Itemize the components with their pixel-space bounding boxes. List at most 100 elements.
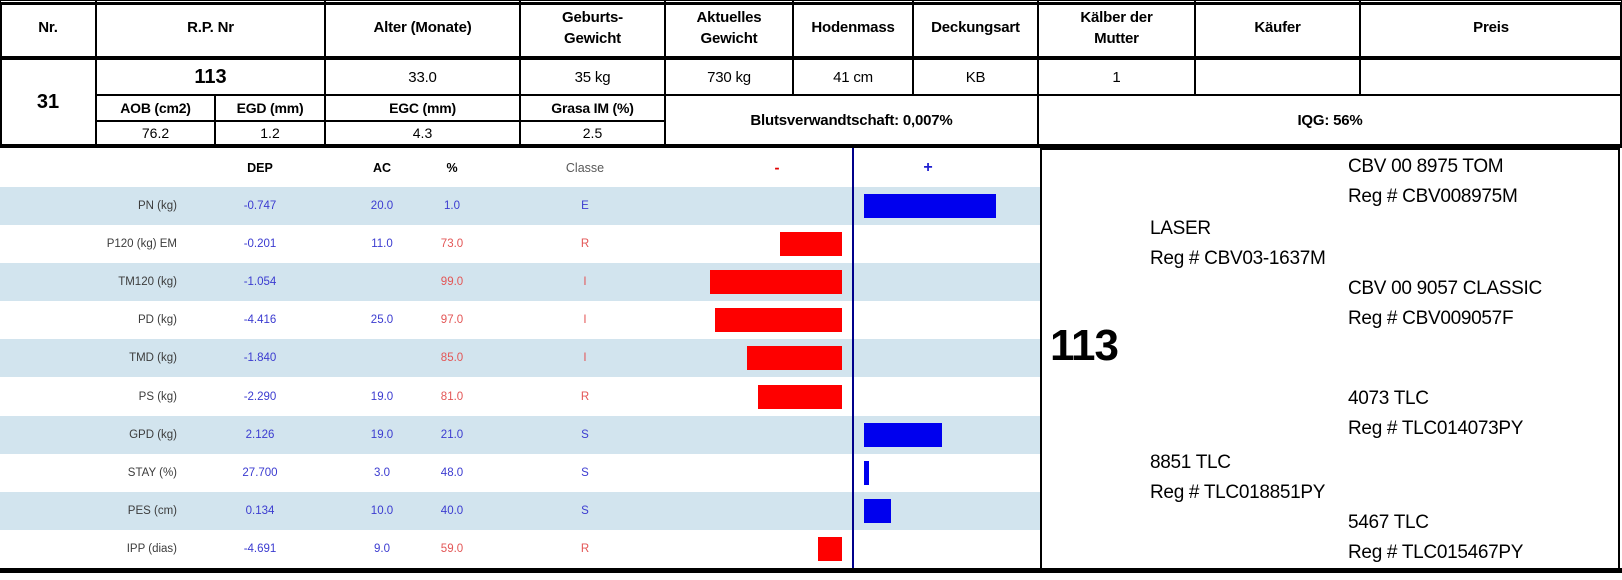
column-header-ac: AC <box>372 160 392 175</box>
chart-row-pd-kg-: PD (kg) -4.416 25.0 97.0 I <box>0 301 1040 339</box>
pedigree-dam-dam: 5467 TLC Reg # TLC015467PY <box>1348 508 1523 568</box>
pct-value: 1.0 <box>444 200 460 213</box>
value-rp-nr: 113 <box>96 59 325 95</box>
value-geburtsgewicht: 35 kg <box>520 59 665 95</box>
positive-percentile-bar <box>864 194 996 219</box>
pct-value: 40.0 <box>440 504 464 517</box>
negative-percentile-bar <box>710 270 842 295</box>
chart-row-stay-: STAY (%) 27.700 3.0 48.0 S <box>0 454 1040 492</box>
ac-value: 25.0 <box>370 314 394 327</box>
trait-label: PN (kg) <box>138 200 177 213</box>
classe-value: R <box>580 238 590 251</box>
value-aktuelles-gewicht: 730 kg <box>665 59 793 95</box>
sire-dam-name: CBV 00 9057 CLASSIC <box>1348 278 1542 299</box>
value-nr: 31 <box>0 59 96 145</box>
trait-label: TM120 (kg) <box>118 276 177 289</box>
dep-value: -4.416 <box>243 314 277 327</box>
value-preis <box>1360 59 1622 95</box>
dam-name: 8851 TLC <box>1150 452 1231 473</box>
pct-value: 99.0 <box>440 276 464 289</box>
pct-value: 48.0 <box>440 466 464 479</box>
chart-row-pes-cm-: PES (cm) 0.134 10.0 40.0 S <box>0 491 1040 530</box>
table-right-border <box>1620 2 1622 148</box>
sire-name: LASER <box>1150 218 1211 239</box>
classe-value: I <box>583 314 587 327</box>
positive-percentile-bar <box>864 422 942 447</box>
chart-row-ps-kg-: PS (kg) -2.290 19.0 81.0 R <box>0 378 1040 416</box>
table-top-border <box>0 2 1622 5</box>
sire-dam-reg: Reg # CBV009057F <box>1348 308 1514 329</box>
value-kaelber-der-mutter: 1 <box>1038 59 1195 95</box>
dep-value: -4.691 <box>243 542 277 555</box>
pedigree-sire: LASER Reg # CBV03-1637M <box>1150 214 1326 274</box>
classe-value: S <box>581 466 589 479</box>
pct-value: 59.0 <box>440 542 464 555</box>
header-deckungsart: Deckungsart <box>913 0 1038 57</box>
chart-row-tm120-kg-: TM120 (kg) -1.054 99.0 I <box>0 263 1040 302</box>
negative-percentile-bar <box>758 384 842 409</box>
classe-value: S <box>581 504 589 517</box>
chart-row-gpd-kg-: GPD (kg) 2.126 19.0 21.0 S <box>0 415 1040 454</box>
header-hodenmass: Hodenmass <box>793 0 913 57</box>
dep-value: -2.290 <box>243 390 277 403</box>
negative-percentile-bar <box>818 536 842 561</box>
chart-header-row: DEP AC % Classe - + <box>0 148 1040 187</box>
dep-value: 27.700 <box>242 466 278 479</box>
column-header-pct: % <box>446 160 458 175</box>
header-nr: Nr. <box>0 0 96 57</box>
header-alter: Alter (Monate) <box>325 0 520 57</box>
header-egc: EGC (mm) <box>325 95 520 121</box>
chart-row-tmd-kg-: TMD (kg) -1.840 85.0 I <box>0 339 1040 378</box>
trait-label: P120 (kg) EM <box>106 238 177 251</box>
pct-value: 85.0 <box>440 352 464 365</box>
iqg-cell: IQG: 56% <box>1038 95 1622 145</box>
ac-value: 19.0 <box>370 428 394 441</box>
header-rp-nr: R.P. Nr <box>96 0 325 57</box>
chart-center-divider <box>852 148 854 568</box>
value-aob: 76.2 <box>96 121 215 145</box>
sire-sire-reg: Reg # CBV008975M <box>1348 186 1518 207</box>
header-egd: EGD (mm) <box>215 95 325 121</box>
table-bottom-border <box>0 144 1622 148</box>
trait-label: TMD (kg) <box>129 352 177 365</box>
pedigree-sire-dam: CBV 00 9057 CLASSIC Reg # CBV009057F <box>1348 274 1542 334</box>
chart-row-p120-kg-em: P120 (kg) EM -0.201 11.0 73.0 R <box>0 225 1040 263</box>
negative-percentile-bar <box>715 308 842 333</box>
classe-value: R <box>580 390 590 403</box>
ac-value: 20.0 <box>370 200 394 213</box>
pedigree-dam: 8851 TLC Reg # TLC018851PY <box>1150 448 1325 508</box>
column-header-plus: + <box>923 158 933 176</box>
value-deckungsart: KB <box>913 59 1038 95</box>
pedigree-animal-id: 113 <box>1050 321 1119 370</box>
pedigree-dam-sire: 4073 TLC Reg # TLC014073PY <box>1348 384 1523 444</box>
value-hodenmass: 41 cm <box>793 59 913 95</box>
ac-value: 9.0 <box>374 542 390 555</box>
value-egd: 1.2 <box>215 121 325 145</box>
dam-sire-name: 4073 TLC <box>1348 388 1429 409</box>
column-header-classe: Classe <box>565 160 605 175</box>
dep-value: -1.054 <box>243 276 277 289</box>
dam-dam-reg: Reg # TLC015467PY <box>1348 542 1524 563</box>
header-aob: AOB (cm2) <box>96 95 215 121</box>
header-aktuelles-gewicht: Aktuelles Gewicht <box>665 0 793 57</box>
column-header-dep: DEP <box>247 160 273 175</box>
pedigree-panel <box>1040 148 1620 570</box>
dep-value: -0.201 <box>243 238 277 251</box>
trait-label: GPD (kg) <box>129 428 177 441</box>
blutsverwandtschaft-cell: Blutsverwandtschaft: 0,007% <box>665 95 1038 145</box>
dep-value: -1.840 <box>243 352 277 365</box>
header-grasa-im: Grasa IM (%) <box>520 95 665 121</box>
pct-value: 21.0 <box>440 428 464 441</box>
chart-row-ipp-dias-: IPP (dias) -4.691 9.0 59.0 R <box>0 530 1040 568</box>
trait-label: IPP (dias) <box>126 542 177 555</box>
classe-value: S <box>581 428 589 441</box>
header-bottom-border <box>0 57 1622 60</box>
trait-label: PES (cm) <box>127 504 177 517</box>
table-left-border <box>0 2 2 148</box>
chart-row-pn-kg-: PN (kg) -0.747 20.0 1.0 E <box>0 187 1040 226</box>
sire-sire-name: CBV 00 8975 TOM <box>1348 156 1504 177</box>
dam-dam-name: 5467 TLC <box>1348 512 1429 533</box>
dep-value: -0.747 <box>243 200 277 213</box>
pct-value: 81.0 <box>440 390 464 403</box>
header-preis: Preis <box>1360 0 1622 57</box>
